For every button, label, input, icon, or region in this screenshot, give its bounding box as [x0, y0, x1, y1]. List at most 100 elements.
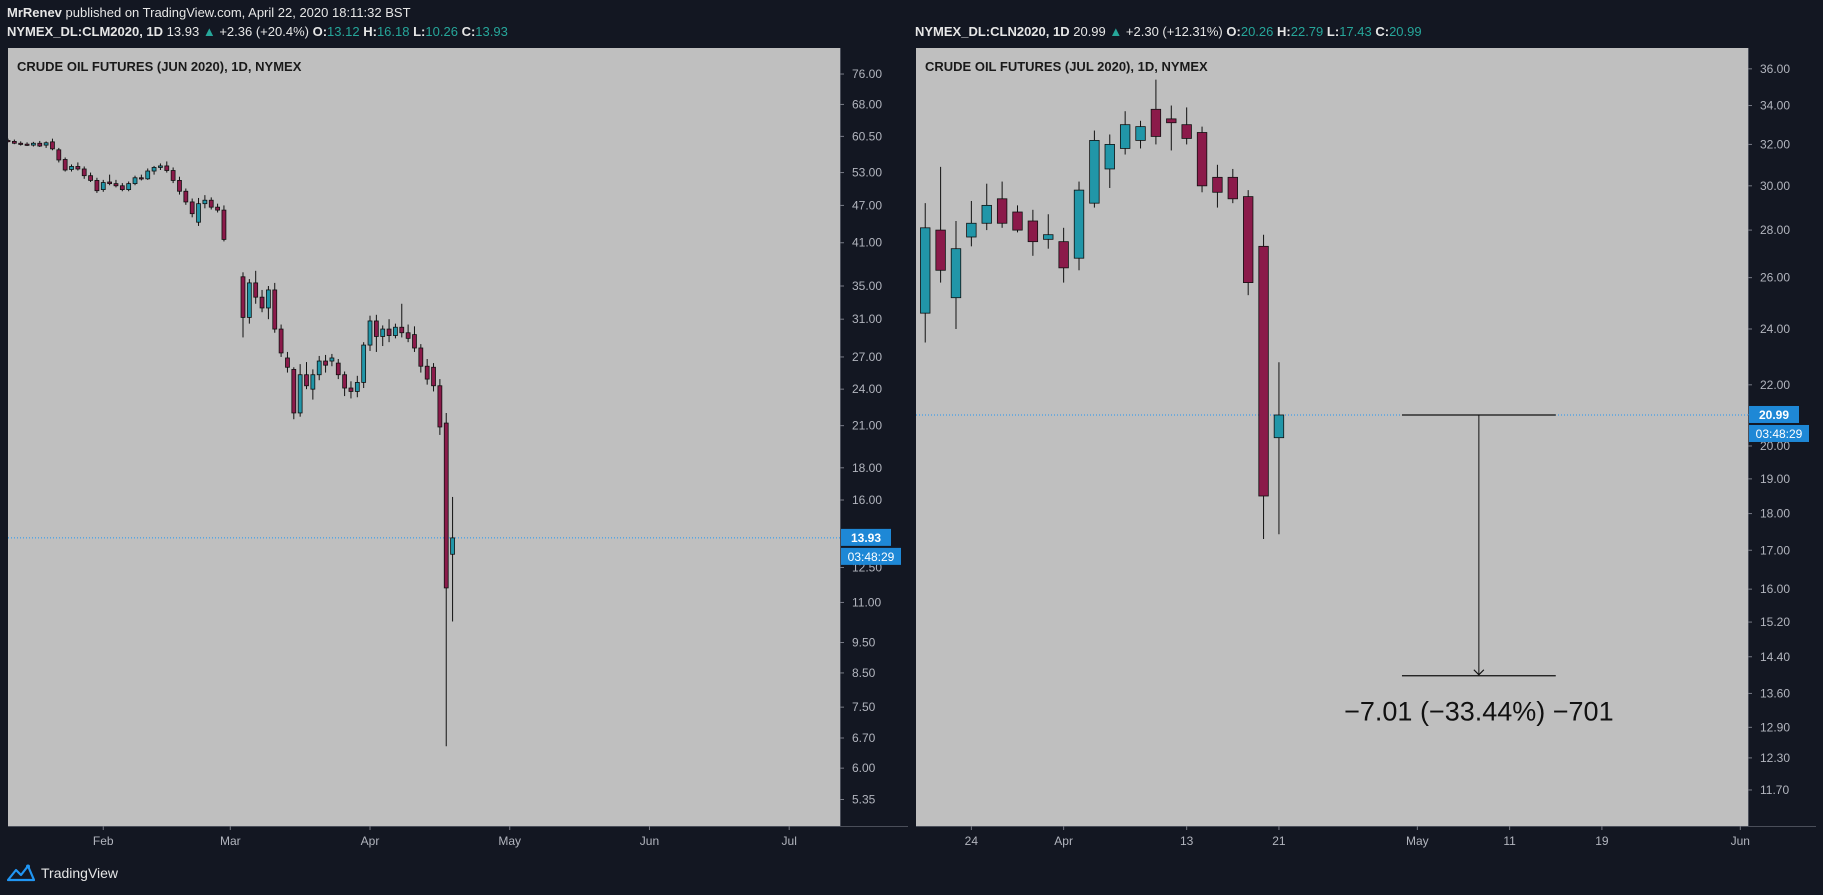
candle [100, 179, 106, 192]
candle-body [170, 170, 176, 181]
price-tag-value: 20.99 [1759, 408, 1789, 422]
price-tag-bg [1749, 405, 1799, 423]
y-tick-label: 14.40 [1760, 650, 1790, 664]
candle-body [1212, 176, 1223, 193]
y-tick-label: 47.00 [852, 198, 882, 212]
candle [424, 358, 430, 385]
y-tick-label: 35.00 [852, 279, 882, 293]
candle-body [1119, 124, 1131, 149]
candle-body [950, 248, 962, 299]
candle-body [373, 320, 379, 337]
left-symbol[interactable]: NYMEX_DL:CLM2020, 1D [7, 24, 164, 39]
candle [1212, 164, 1223, 208]
countdown-value: 03:48:29 [848, 550, 895, 564]
candle [285, 351, 290, 373]
candle [981, 183, 992, 231]
x-tick-label: 13 [1180, 834, 1194, 848]
candle-body [1104, 144, 1115, 170]
candle-body [297, 374, 303, 414]
candle [94, 177, 100, 193]
candle-body [1258, 245, 1269, 497]
right-chart-pane[interactable]: CRUDE OIL FUTURES (JUL 2020), 1D, NYMEX 3… [916, 48, 1816, 854]
candle-body [285, 357, 290, 368]
candle-body [1227, 176, 1238, 200]
candle [69, 164, 74, 172]
author-name[interactable]: MrRenev [7, 5, 62, 20]
arrow-down-icon [1473, 669, 1485, 676]
left-last-price: 13.93 [166, 24, 200, 39]
candle-body [348, 387, 354, 392]
candle [361, 342, 367, 389]
y-tick-label: 19.00 [1760, 472, 1790, 486]
tradingview-brand[interactable]: TradingView [7, 864, 118, 882]
candle-body [443, 422, 449, 589]
candle-body [62, 159, 68, 171]
publish-info: published on TradingView.com, April 22, … [65, 5, 411, 20]
candle [132, 175, 138, 186]
candle [335, 358, 341, 380]
candle [177, 176, 182, 195]
candle [126, 181, 132, 192]
candle-body [1166, 118, 1177, 124]
candle-body [75, 166, 81, 170]
measure-label: −7.01 (−33.44%) −701 [1344, 697, 1613, 727]
candle [412, 326, 417, 352]
candle [418, 344, 424, 373]
right-close: 20.99 [1389, 24, 1422, 39]
candle [56, 147, 62, 163]
candle-body [354, 382, 360, 392]
y-tick-label: 36.00 [1760, 62, 1790, 76]
candle [75, 162, 81, 171]
right-high-label: H: [1277, 24, 1291, 39]
candle [1258, 234, 1269, 540]
candle-body [920, 227, 931, 314]
x-tick-label: Jul [782, 834, 797, 848]
y-tick-label: 15.20 [1760, 615, 1790, 629]
left-chart-pane[interactable]: CRUDE OIL FUTURES (JUN 2020), 1D, NYMEX 7… [8, 48, 908, 854]
candle [196, 197, 201, 226]
price-tag: 20.99 [1749, 405, 1799, 423]
candle-body [1181, 124, 1192, 139]
y-tick-label: 31.00 [852, 312, 882, 326]
candle-body [177, 180, 182, 192]
right-symbol[interactable]: NYMEX_DL:CLN2020, 1D [915, 24, 1070, 39]
candle-body [8, 140, 11, 143]
candle [1135, 120, 1146, 149]
candle-body [304, 374, 309, 387]
left-open: 13.12 [327, 24, 360, 39]
candle [386, 319, 392, 343]
countdown-bg [841, 547, 901, 565]
candle [367, 315, 373, 351]
y-tick-label: 24.00 [1760, 322, 1790, 336]
y-tick-label: 22.00 [1760, 378, 1790, 392]
candle-body [1135, 126, 1146, 141]
left-low-label: L: [413, 24, 426, 39]
y-tick-label: 6.70 [852, 731, 876, 745]
candle-body [291, 368, 297, 414]
candle [81, 166, 87, 179]
candle-body [386, 328, 392, 336]
candle-body [18, 142, 24, 145]
candle-body [418, 347, 424, 367]
candle [208, 197, 214, 210]
candle-body [996, 198, 1008, 224]
x-tick-label: 21 [1272, 834, 1286, 848]
y-tick-label: 11.70 [1760, 783, 1789, 797]
candle [1119, 111, 1131, 155]
right-low: 17.43 [1339, 24, 1372, 39]
candle [1027, 209, 1039, 256]
x-tick-label: 19 [1595, 834, 1609, 848]
y-tick-label: 8.50 [852, 666, 876, 680]
candle-body [323, 360, 328, 366]
plot-area [8, 48, 840, 826]
candle [373, 314, 379, 352]
y-tick-label: 76.00 [852, 67, 882, 81]
candle [966, 200, 977, 247]
x-tick-label: Feb [93, 834, 114, 848]
candle [297, 364, 303, 417]
candle [1058, 227, 1069, 283]
candle [920, 203, 931, 343]
candle-body [183, 190, 189, 203]
candle-body [431, 366, 436, 387]
chart-title: CRUDE OIL FUTURES (JUN 2020), 1D, NYMEX [17, 59, 302, 74]
